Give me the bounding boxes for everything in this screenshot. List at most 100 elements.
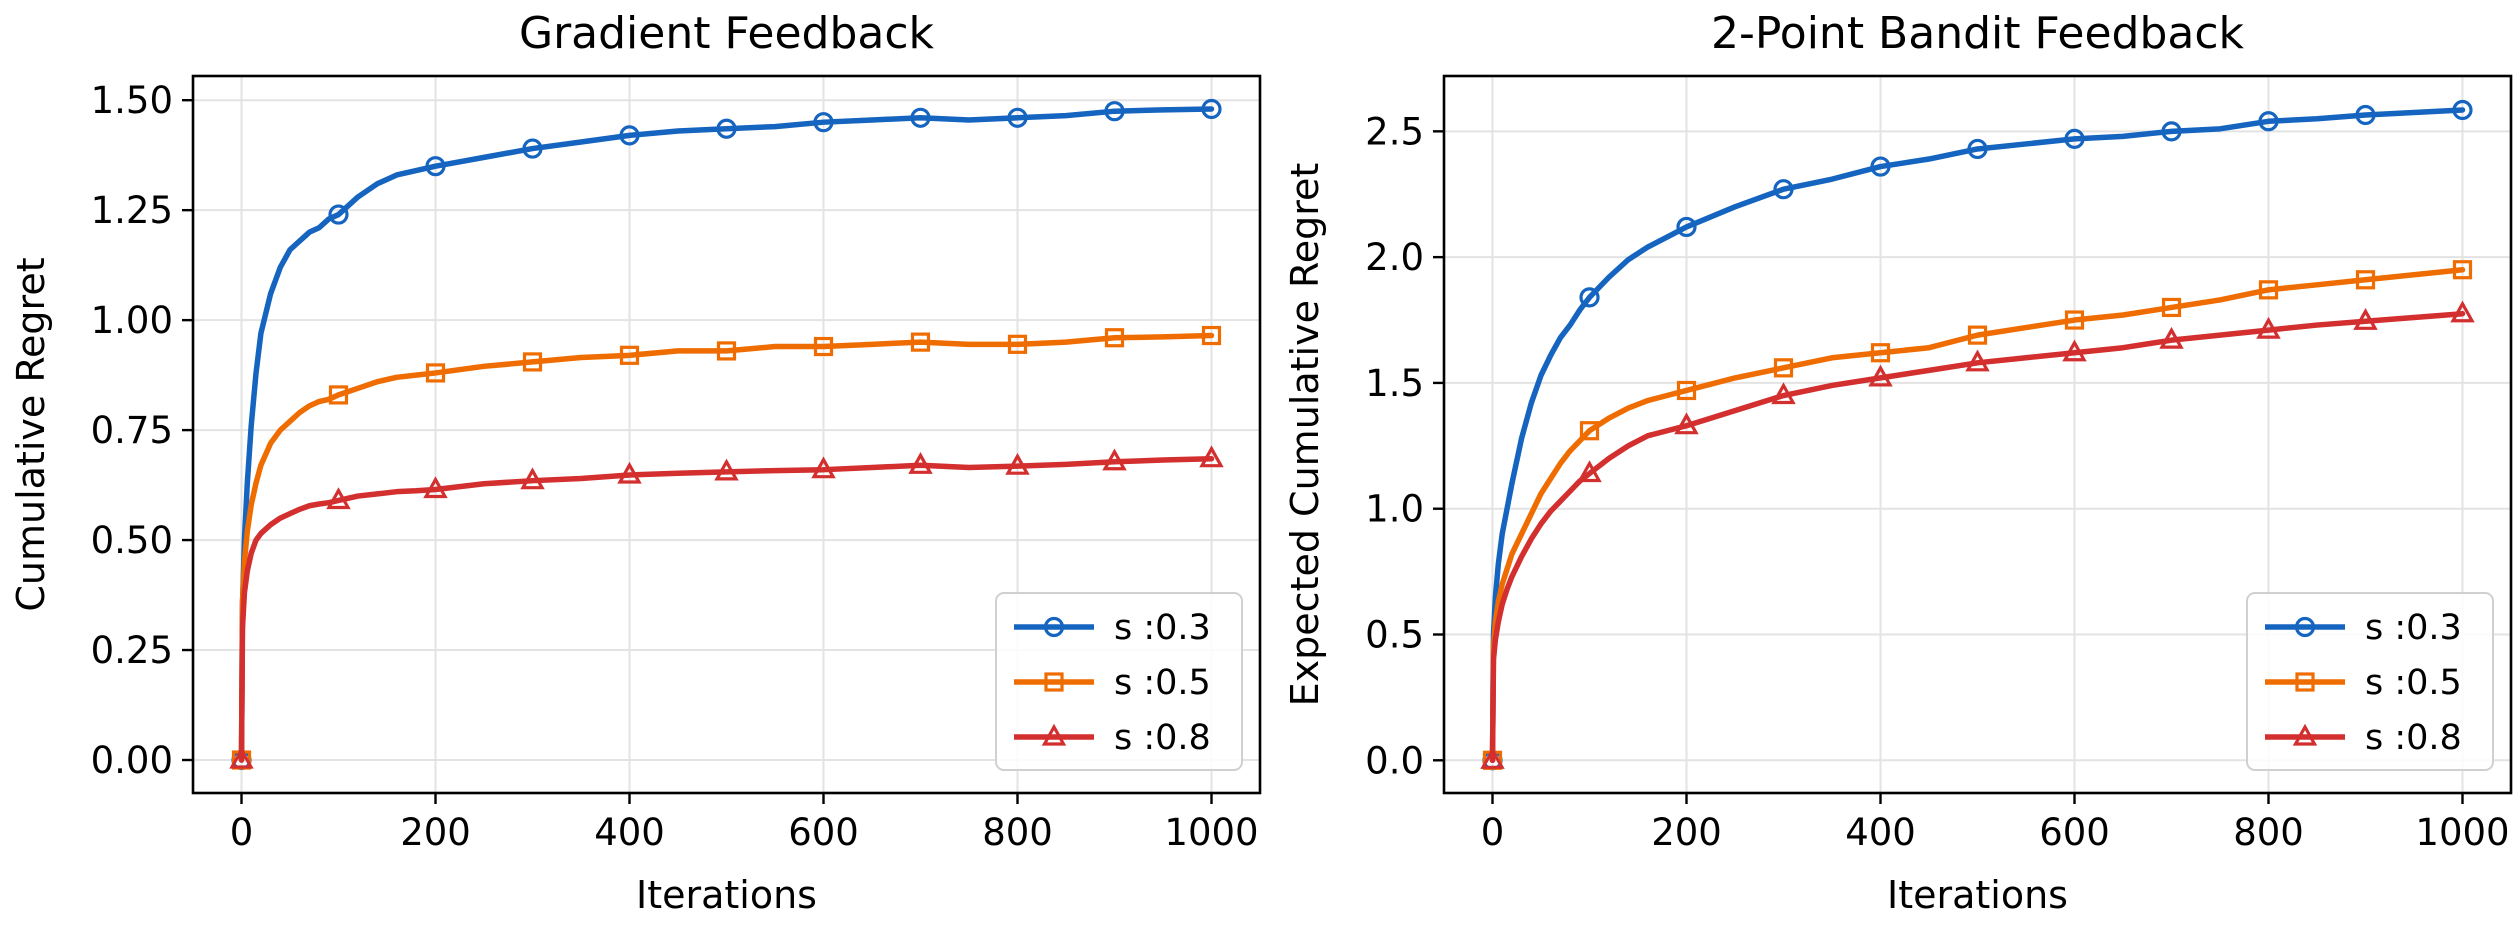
data-point: [1773, 358, 1794, 378]
data-point: [813, 112, 834, 133]
x-tick-label: 800: [2233, 811, 2304, 854]
y-tick-label: 0.5: [1365, 614, 1424, 657]
legend: s :0.3 s :0.5 s :0.8: [995, 592, 1243, 771]
data-point: [1967, 138, 1988, 160]
data-point: [910, 107, 931, 128]
y-tick-label: 2.0: [1365, 236, 1424, 279]
data-point: [1676, 216, 1697, 238]
legend-marker: [2294, 616, 2316, 638]
legend-box: [2246, 592, 2494, 771]
series-line-3: [1489, 310, 2466, 764]
data-point: [2452, 99, 2473, 121]
data-point: [910, 332, 931, 352]
series-line-3: [238, 455, 1215, 763]
data-point: [1771, 382, 1796, 405]
y-axis-label: Cumulative Regret: [9, 257, 53, 611]
data-point: [716, 118, 737, 139]
data-point: [2355, 270, 2376, 290]
data-point: [425, 363, 446, 383]
data-point: [1967, 325, 1988, 345]
x-tick-label: 1000: [2415, 811, 2509, 854]
data-point: [1104, 328, 1125, 348]
x-tick-label: 0: [230, 811, 254, 854]
data-point: [425, 156, 446, 177]
y-tick-label: 1.25: [91, 189, 173, 232]
series-markers-1: [231, 98, 1222, 771]
chart-panel-2: 0 200 400 600 800 1000 0.0 0.5 1.0 1.5 2.0 2.5 2-Poi…: [1283, 8, 2513, 917]
data-point: [2450, 300, 2475, 323]
data-point: [2258, 111, 2279, 132]
data-point: [908, 452, 933, 474]
x-tick-label: 1000: [1164, 811, 1258, 854]
legend-marker: [2295, 672, 2315, 692]
data-point: [2159, 326, 2184, 349]
y-tick-label: 0.50: [91, 519, 173, 562]
data-point: [522, 138, 543, 159]
y-tick-label: 0.0: [1365, 739, 1424, 782]
x-tick-label: 200: [1651, 811, 1722, 854]
data-point: [2161, 121, 2182, 142]
x-tick-label: 400: [594, 811, 665, 854]
data-point: [2161, 297, 2182, 318]
data-point: [1104, 101, 1125, 122]
legend-label: s :0.5: [2365, 663, 2462, 703]
legend: s :0.3 s :0.5 s :0.8: [2246, 592, 2494, 771]
plot-frame: [191, 74, 1262, 795]
data-point: [1870, 343, 1891, 363]
data-point: [617, 461, 642, 484]
data-point: [229, 746, 254, 769]
series-markers-2: [1482, 260, 2473, 770]
grid-lines: [193, 76, 1260, 793]
data-point: [1007, 334, 1028, 354]
data-point: [1676, 380, 1697, 401]
data-point: [2258, 280, 2279, 300]
plot-frame: [1442, 74, 2513, 795]
series-group: [1480, 99, 2475, 771]
legend-label: s :0.3: [1114, 608, 1211, 648]
data-point: [522, 352, 543, 372]
x-tick-label: 0: [1481, 811, 1505, 854]
legend-marker: [1041, 723, 1067, 746]
x-tick-label: 400: [1845, 811, 1916, 854]
data-point: [1007, 107, 1028, 128]
y-tick-label: 0.25: [91, 629, 173, 672]
legend-marker: [1044, 672, 1064, 692]
data-point: [813, 336, 834, 357]
x-tick-label: 200: [400, 811, 471, 854]
data-point: [2256, 316, 2281, 339]
data-point: [1577, 460, 1602, 483]
data-point: [714, 458, 739, 481]
y-tick-label: 0.75: [91, 409, 173, 452]
data-point: [2064, 310, 2085, 330]
legend-marker: [1043, 616, 1065, 638]
data-point: [423, 476, 448, 499]
y-axis-label: Expected Cumulative Regret: [1283, 163, 1327, 707]
data-point: [1579, 287, 1600, 308]
chart-title: 2-Point Bandit Feedback: [1711, 8, 2245, 59]
data-point: [1870, 156, 1891, 177]
data-point: [1868, 364, 1893, 387]
data-point: [1674, 412, 1699, 435]
data-point: [1201, 325, 1222, 346]
legend-marker: [2292, 723, 2318, 746]
data-point: [2064, 128, 2085, 149]
y-tick-label: 1.5: [1365, 362, 1424, 405]
x-tick-label: 800: [982, 811, 1053, 854]
series-markers-3: [1480, 300, 2475, 769]
data-point: [328, 204, 349, 225]
data-point: [1579, 421, 1600, 441]
data-point: [1102, 448, 1127, 471]
x-tick-label: 600: [2039, 811, 2110, 854]
data-point: [1965, 349, 1990, 372]
data-point: [2452, 260, 2473, 280]
x-tick-label: 600: [788, 811, 859, 854]
data-point: [1201, 98, 1222, 120]
data-point: [1199, 445, 1224, 468]
data-point: [326, 487, 351, 510]
data-point: [1005, 452, 1030, 475]
legend-label: s :0.5: [1114, 663, 1211, 703]
data-point: [520, 467, 545, 490]
legend-label: s :0.3: [2365, 608, 2462, 648]
data-point: [328, 385, 349, 405]
data-point: [619, 125, 640, 146]
